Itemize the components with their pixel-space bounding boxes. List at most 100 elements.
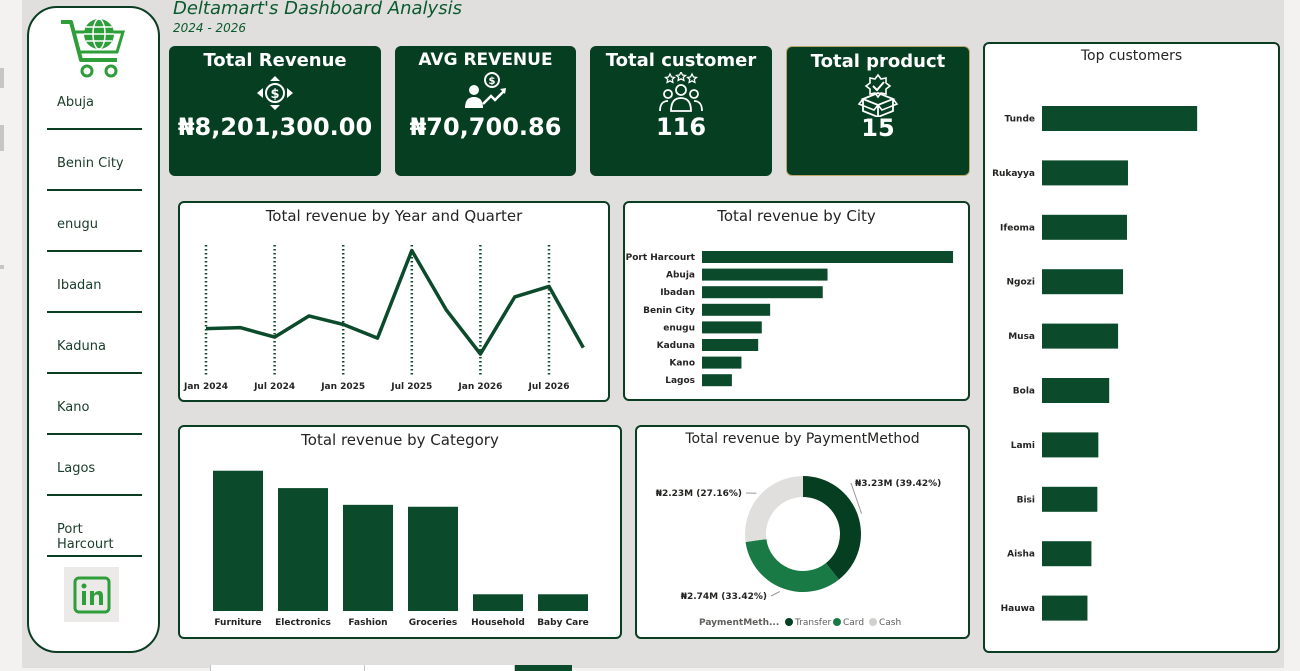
data-label: ₦3.23M (39.42%) xyxy=(855,479,941,489)
x-tick-label: Jan 2026 xyxy=(457,382,502,392)
legend-marker xyxy=(869,618,877,626)
category-label: Furniture xyxy=(214,618,261,628)
category-label: Bisi xyxy=(1017,495,1035,505)
sidebar-item-city[interactable]: Lagos xyxy=(47,435,142,496)
x-tick-label: Jul 2026 xyxy=(527,382,569,392)
people-group-icon xyxy=(659,72,703,112)
legend-item: Card xyxy=(843,618,864,628)
data-label: ₦2.74M (33.42%) xyxy=(681,592,767,602)
linkedin-icon xyxy=(73,576,110,613)
bar xyxy=(1042,432,1099,458)
category-label: Groceries xyxy=(409,618,457,628)
payment-donut-chart: ₦3.23M (39.42%) ₦2.74M (33.42%) ₦2.23M (27… xyxy=(656,476,941,628)
kpi-total-revenue[interactable]: Total Revenue $ ₦8,201,300.00 xyxy=(169,46,381,176)
donut-slice xyxy=(745,539,839,592)
kpi-title: AVG REVENUE xyxy=(418,50,553,70)
bar xyxy=(1042,595,1088,621)
left-pane-strip xyxy=(0,0,22,671)
category-label: Ifeoma xyxy=(1000,223,1035,233)
top-customers-panel[interactable]: Top customers Tunde Rukayya Ifeoma Ngozi Mus… xyxy=(983,42,1280,653)
category-label: Abuja xyxy=(666,271,695,281)
bar xyxy=(408,506,458,611)
sidebar-item-city[interactable]: Ibadan xyxy=(47,252,142,313)
chart-title: Total revenue by PaymentMethod xyxy=(685,431,920,447)
donut-slice xyxy=(803,476,861,580)
bar xyxy=(473,594,523,611)
category-label: Lami xyxy=(1011,441,1035,451)
sidebar-item-label: Benin City xyxy=(57,156,124,171)
page-tab-active[interactable] xyxy=(514,665,572,671)
sidebar-item-label: Kano xyxy=(57,400,90,415)
donut-slice xyxy=(745,476,803,542)
kpi-avg-revenue[interactable]: AVG REVENUE $ ₦70,700.86 xyxy=(395,46,576,176)
sidebar-item-city[interactable]: Kano xyxy=(47,374,142,435)
sidebar-item-city[interactable]: Kaduna xyxy=(47,313,142,374)
revenue-by-quarter-panel[interactable]: Total revenue by Year and Quarter Jan 20… xyxy=(178,201,610,402)
bar xyxy=(702,286,823,299)
sidebar-item-city[interactable]: enugu xyxy=(47,191,142,252)
person-growth-icon: $ xyxy=(464,72,506,108)
category-label: Hauwa xyxy=(1001,604,1035,614)
category-label: Musa xyxy=(1008,332,1035,342)
sidebar-item-city[interactable]: Port Harcourt xyxy=(47,496,142,557)
bar xyxy=(702,268,828,281)
category-label: Ibadan xyxy=(660,288,695,298)
svg-text:$: $ xyxy=(488,76,495,87)
bar xyxy=(1042,160,1128,186)
revenue-by-city-panel[interactable]: Total revenue by City Port Harcourt Abuja… xyxy=(623,201,970,401)
kpi-title: Total customer xyxy=(605,50,757,71)
city-bar-chart: Port Harcourt Abuja Ibadan Benin City enugu K… xyxy=(626,251,954,387)
bar xyxy=(702,339,759,351)
pane-handle[interactable] xyxy=(0,265,4,269)
category-label: Lagos xyxy=(665,376,695,386)
customer-bar-chart: Tunde Rukayya Ifeoma Ngozi Musa Bola Lami Bisi A… xyxy=(992,106,1198,621)
bar xyxy=(702,303,771,316)
category-label: Rukayya xyxy=(992,169,1035,179)
chart-title: Total revenue by City xyxy=(717,207,876,225)
bar xyxy=(1042,269,1124,295)
bar xyxy=(702,374,732,387)
bar xyxy=(538,594,588,611)
sidebar-item-label: Abuja xyxy=(57,95,94,110)
bar xyxy=(1042,486,1098,512)
page-tab[interactable] xyxy=(210,665,364,671)
legend-marker xyxy=(785,618,793,626)
linkedin-button[interactable] xyxy=(64,567,119,622)
x-tick-label: Jul 2025 xyxy=(390,382,432,392)
legend-title: PaymentMeth... xyxy=(699,618,779,628)
report-subtitle: 2024 - 2026 xyxy=(173,21,247,35)
kpi-value: ₦70,700.86 xyxy=(409,113,562,141)
pane-handle[interactable] xyxy=(0,125,4,151)
legend-marker xyxy=(833,618,841,626)
kpi-total-product[interactable]: Total product 15 xyxy=(786,46,970,176)
category-label: Aisha xyxy=(1007,550,1035,560)
right-pane-strip xyxy=(1284,0,1300,671)
category-label: Port Harcourt xyxy=(626,253,696,263)
sidebar-item-city[interactable]: Abuja xyxy=(47,69,142,130)
bar xyxy=(1042,106,1198,131)
leader-line xyxy=(850,482,863,514)
kpi-value: 116 xyxy=(655,113,707,141)
page-tab[interactable] xyxy=(364,665,514,671)
category-label: Household xyxy=(471,618,525,628)
sidebar-item-city[interactable]: Benin City xyxy=(47,130,142,191)
category-label: Fashion xyxy=(348,618,387,628)
bar xyxy=(1042,214,1127,240)
pane-handle[interactable] xyxy=(0,68,4,88)
revenue-by-payment-panel[interactable]: Total revenue by PaymentMethod ₦3.23M (3… xyxy=(635,425,970,639)
legend-item: Transfer xyxy=(794,618,831,628)
category-label: Ngozi xyxy=(1007,278,1035,288)
revenue-by-category-panel[interactable]: Total revenue by Category Furniture Elect… xyxy=(178,425,622,639)
sidebar-item-label: Ibadan xyxy=(57,278,102,293)
bar xyxy=(1042,378,1110,403)
x-tick-label: Jul 2024 xyxy=(253,382,295,392)
chart-title: Top customers xyxy=(1080,48,1183,64)
category-label: Baby Care xyxy=(537,618,589,628)
category-bar-chart: Furniture Electronics Fashion Groceries Hous… xyxy=(213,470,589,628)
sidebar-item-label: Kaduna xyxy=(57,339,106,354)
kpi-total-customer[interactable]: Total customer 116 xyxy=(590,46,772,176)
money-exchange-icon: $ xyxy=(257,76,293,110)
kpi-title: Total Revenue xyxy=(203,50,347,71)
bar xyxy=(343,504,393,611)
category-label: Benin City xyxy=(643,306,695,316)
